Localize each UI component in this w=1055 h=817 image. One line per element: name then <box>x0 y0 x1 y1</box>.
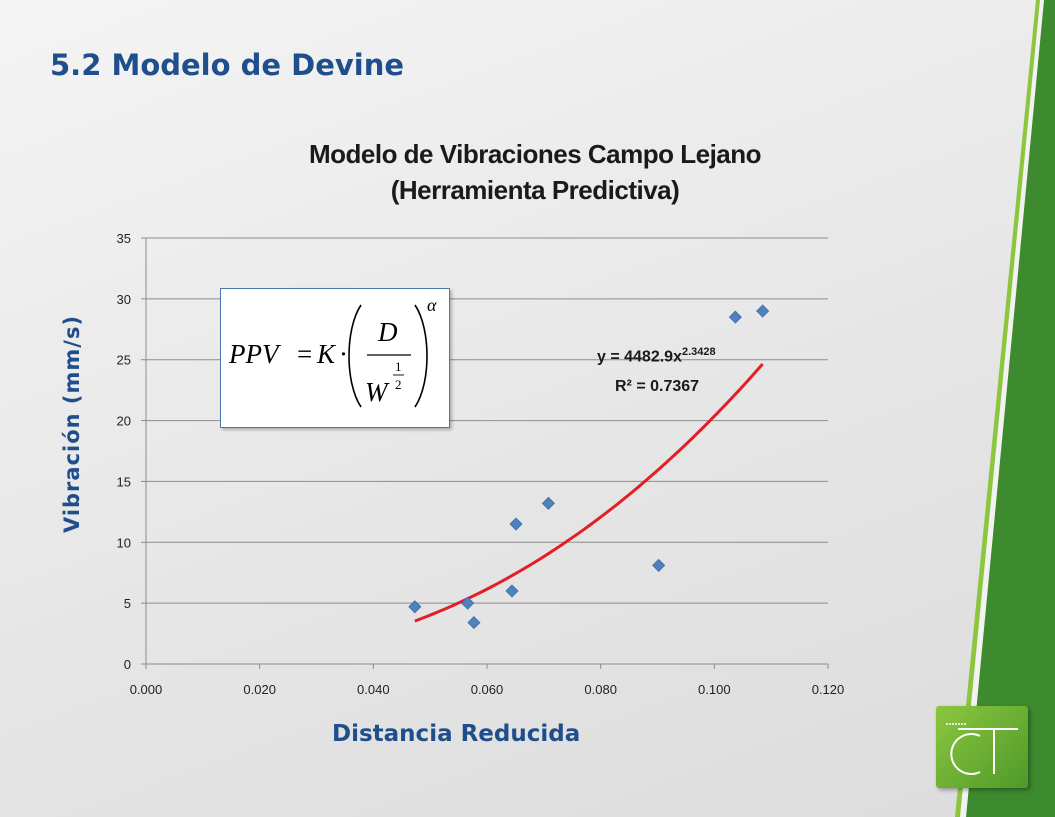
formula-equals: = <box>297 339 313 369</box>
formula-outer-exponent: α <box>427 295 437 315</box>
chart-title: Modelo de Vibraciones Campo Lejano (Herr… <box>200 136 870 208</box>
data-point <box>505 584 519 598</box>
x-tick-label: 0.100 <box>698 682 731 697</box>
formula-box: PPV = K · D W 1 2 α <box>220 288 450 428</box>
formula-exp-denominator: 2 <box>395 377 402 392</box>
data-point <box>756 304 770 318</box>
formula-parentheses <box>348 304 428 408</box>
x-tick-label: 0.120 <box>812 682 845 697</box>
logo-c <box>950 733 981 775</box>
congress-logo <box>936 706 1028 788</box>
formula-k: K <box>317 339 336 369</box>
trendline-r2: R² = 0.7367 <box>615 378 700 395</box>
y-tick-label: 10 <box>117 535 131 550</box>
data-point <box>461 596 475 610</box>
formula-exp-numerator: 1 <box>395 359 402 374</box>
data-point <box>408 600 422 614</box>
white-stripe-gap <box>960 0 1044 817</box>
x-tick-label: 0.000 <box>130 682 163 697</box>
green-stripe-dark <box>966 0 1055 817</box>
x-axis-label: Distancia Reducida <box>332 721 581 747</box>
formula-lhs: PPV <box>229 339 279 369</box>
x-tick-label: 0.020 <box>243 682 276 697</box>
data-point <box>467 616 481 630</box>
data-point <box>541 496 555 510</box>
slide-title: 5.2 Modelo de Devine <box>50 48 405 82</box>
y-axis-label: Vibración (mm/s) <box>60 314 84 534</box>
y-axis-label-wrap: Vibración (mm/s) <box>55 297 89 551</box>
data-point <box>509 517 523 531</box>
formula-dot: · <box>339 339 348 369</box>
y-tick-label: 0 <box>124 657 131 672</box>
formula-denominator: W <box>365 377 388 407</box>
y-tick-label: 20 <box>117 414 131 429</box>
y-tick-label: 25 <box>117 353 131 368</box>
y-tick-label: 15 <box>117 474 131 489</box>
chart-title-line-2: (Herramienta Predictiva) <box>390 175 680 205</box>
trendline <box>414 363 764 623</box>
formula-numerator: D <box>378 317 398 347</box>
y-tick-label: 35 <box>117 231 131 246</box>
chart-title-line-1: Modelo de Vibraciones Campo Lejano <box>308 139 762 169</box>
logo-mark <box>946 723 1018 775</box>
x-tick-label: 0.040 <box>357 682 390 697</box>
x-tick-label: 0.080 <box>584 682 617 697</box>
x-tick-label: 0.060 <box>471 682 504 697</box>
trendline-equation-base: y = 4482.9x <box>597 348 682 366</box>
y-tick-label: 30 <box>117 292 131 307</box>
data-point <box>728 310 742 324</box>
trendline-equation: y = 4482.9x2.3428 <box>597 346 716 366</box>
data-point <box>652 558 666 572</box>
y-tick-label: 5 <box>124 596 131 611</box>
trendline-equation-exponent: 2.3428 <box>681 346 716 358</box>
